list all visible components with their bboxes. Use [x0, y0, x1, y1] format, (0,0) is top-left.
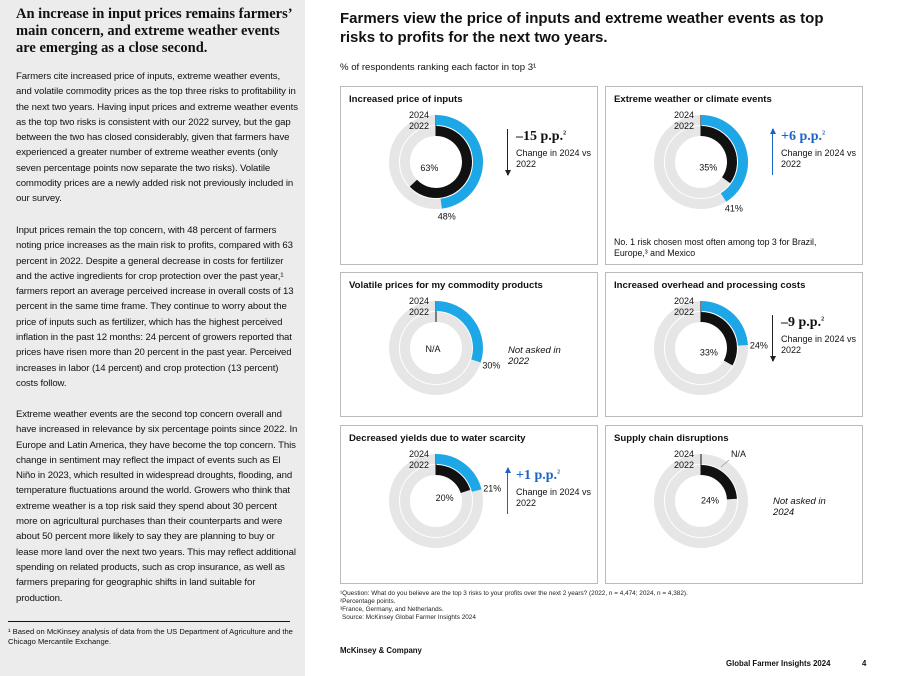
arrow-up-icon: [504, 467, 511, 514]
value-label-2024: 48%: [438, 212, 456, 222]
change-value: –15 p.p.2: [516, 129, 567, 144]
note-europe: ³France, Germany, and Netherlands.: [340, 606, 444, 613]
value-label-2024: 30%: [482, 361, 500, 371]
change-footnote-mark: 2: [821, 316, 825, 323]
value-label-2024: 21%: [483, 484, 501, 494]
chart-title: Farmers view the price of inputs and ext…: [340, 10, 824, 46]
paragraph-1: Farmers cite increased price of inputs, …: [16, 71, 298, 205]
value-label-2022: 24%: [701, 495, 719, 505]
panel-title: Increased price of inputs: [349, 94, 463, 105]
left-footnote: ¹ Based on McKinsey analysis of data fro…: [8, 627, 293, 646]
panel-title: Increased overhead and processing costs: [614, 280, 806, 291]
year-label-2022: 2022: [674, 307, 694, 317]
year-label-2022: 2022: [674, 121, 694, 131]
value-label-2024: N/A: [731, 449, 746, 459]
footnote-rule: [8, 621, 290, 622]
year-label-2024: 2024: [409, 449, 429, 459]
change-footnote-mark: 2: [822, 130, 826, 137]
arrow-down-icon: [504, 129, 511, 176]
chart-subtitle: % of respondents ranking each factor in …: [340, 62, 537, 73]
arc-2024: [700, 301, 748, 346]
arc-2022: [435, 465, 471, 494]
change-note: Change in 2024 vs 2022: [516, 487, 592, 508]
change-value: +6 p.p.2: [781, 129, 826, 144]
donut-panel: Extreme weather or climate events 2024 202…: [605, 86, 863, 265]
change-note: Change in 2024 vs 2022: [781, 148, 857, 169]
change-block: +6 p.p.2 Change in 2024 vs 2022: [781, 129, 859, 170]
year-label-2024: 2024: [674, 110, 694, 120]
chart-notes: ¹Question: What do you believe are the t…: [340, 590, 860, 622]
change-note: Change in 2024 vs 2022: [781, 334, 857, 355]
not-asked-note: Not asked in 2022: [508, 345, 561, 367]
donut-panel: Increased overhead and processing costs 2…: [605, 272, 863, 417]
panel-note: No. 1 risk chosen most often among top 3…: [614, 237, 817, 258]
note-pp: ²Percentage points.: [340, 598, 396, 605]
year-label-2024: 2024: [409, 110, 429, 120]
brand-name: McKinsey & Company: [340, 646, 422, 655]
arrow-up-icon: [769, 128, 776, 175]
paragraph-2: Input prices remain the top concern, wit…: [16, 225, 294, 389]
left-column: An increase in input prices remains farm…: [0, 0, 305, 676]
value-label-2022: 20%: [436, 493, 454, 503]
left-heading: An increase in input prices remains farm…: [16, 6, 292, 56]
panel-title: Supply chain disruptions: [614, 433, 729, 444]
note-question: ¹Question: What do you believe are the t…: [340, 590, 688, 597]
change-block: –9 p.p.2 Change in 2024 vs 2022: [781, 315, 859, 356]
change-footnote-mark: 2: [557, 469, 561, 476]
panel-title: Volatile prices for my commodity product…: [349, 280, 543, 291]
not-asked-note: Not asked in 2024: [773, 496, 826, 518]
year-label-2024: 2024: [674, 296, 694, 306]
page-number: 4: [862, 659, 867, 668]
donut-panel: Decreased yields due to water scarcity 20…: [340, 425, 598, 584]
year-label-2024: 2024: [674, 449, 694, 459]
arc-2024: [700, 115, 748, 202]
arc-2024: [435, 454, 482, 493]
year-label-2022: 2022: [409, 460, 429, 470]
change-footnote-mark: 2: [563, 130, 567, 137]
change-block: +1 p.p.2 Change in 2024 vs 2022: [516, 468, 594, 509]
value-label-2022: 35%: [699, 162, 717, 172]
arc-2024: [435, 301, 483, 363]
change-block: –15 p.p.2 Change in 2024 vs 2022: [516, 129, 594, 170]
value-label-2024: 41%: [725, 204, 743, 214]
value-label-2022: 33%: [700, 347, 718, 357]
arc-2022: [700, 465, 737, 500]
change-note: Change in 2024 vs 2022: [516, 148, 592, 169]
year-label-2022: 2022: [409, 307, 429, 317]
year-label-2022: 2022: [409, 121, 429, 131]
footer-title: Global Farmer Insights 2024: [726, 659, 831, 668]
arc-2022: [700, 126, 737, 184]
year-label-2022: 2022: [674, 460, 694, 470]
change-value: +1 p.p.2: [516, 468, 561, 483]
donut-panel: Volatile prices for my commodity product…: [340, 272, 598, 417]
paragraph-3: Extreme weather events are the second to…: [16, 409, 298, 604]
year-label-2024: 2024: [409, 296, 429, 306]
arc-2022: [700, 312, 737, 366]
donut-panel: Increased price of inputs 2024 2022 48% 63% –…: [340, 86, 598, 265]
arc-2024: [435, 115, 483, 209]
donut-panel: Supply chain disruptions 2024 2022 N/A 24% No…: [605, 425, 863, 584]
arrow-down-icon: [769, 315, 776, 362]
value-label-2024: 24%: [750, 341, 768, 351]
value-label-2022: 63%: [420, 163, 438, 173]
panel-title: Extreme weather or climate events: [614, 94, 772, 105]
na-leader: [720, 459, 730, 468]
arc-2022: [409, 126, 472, 198]
panel-title: Decreased yields due to water scarcity: [349, 433, 526, 444]
note-source: Source: McKinsey Global Farmer Insights …: [342, 614, 476, 621]
value-label-2022: N/A: [425, 344, 440, 354]
change-value: –9 p.p.2: [781, 315, 825, 330]
